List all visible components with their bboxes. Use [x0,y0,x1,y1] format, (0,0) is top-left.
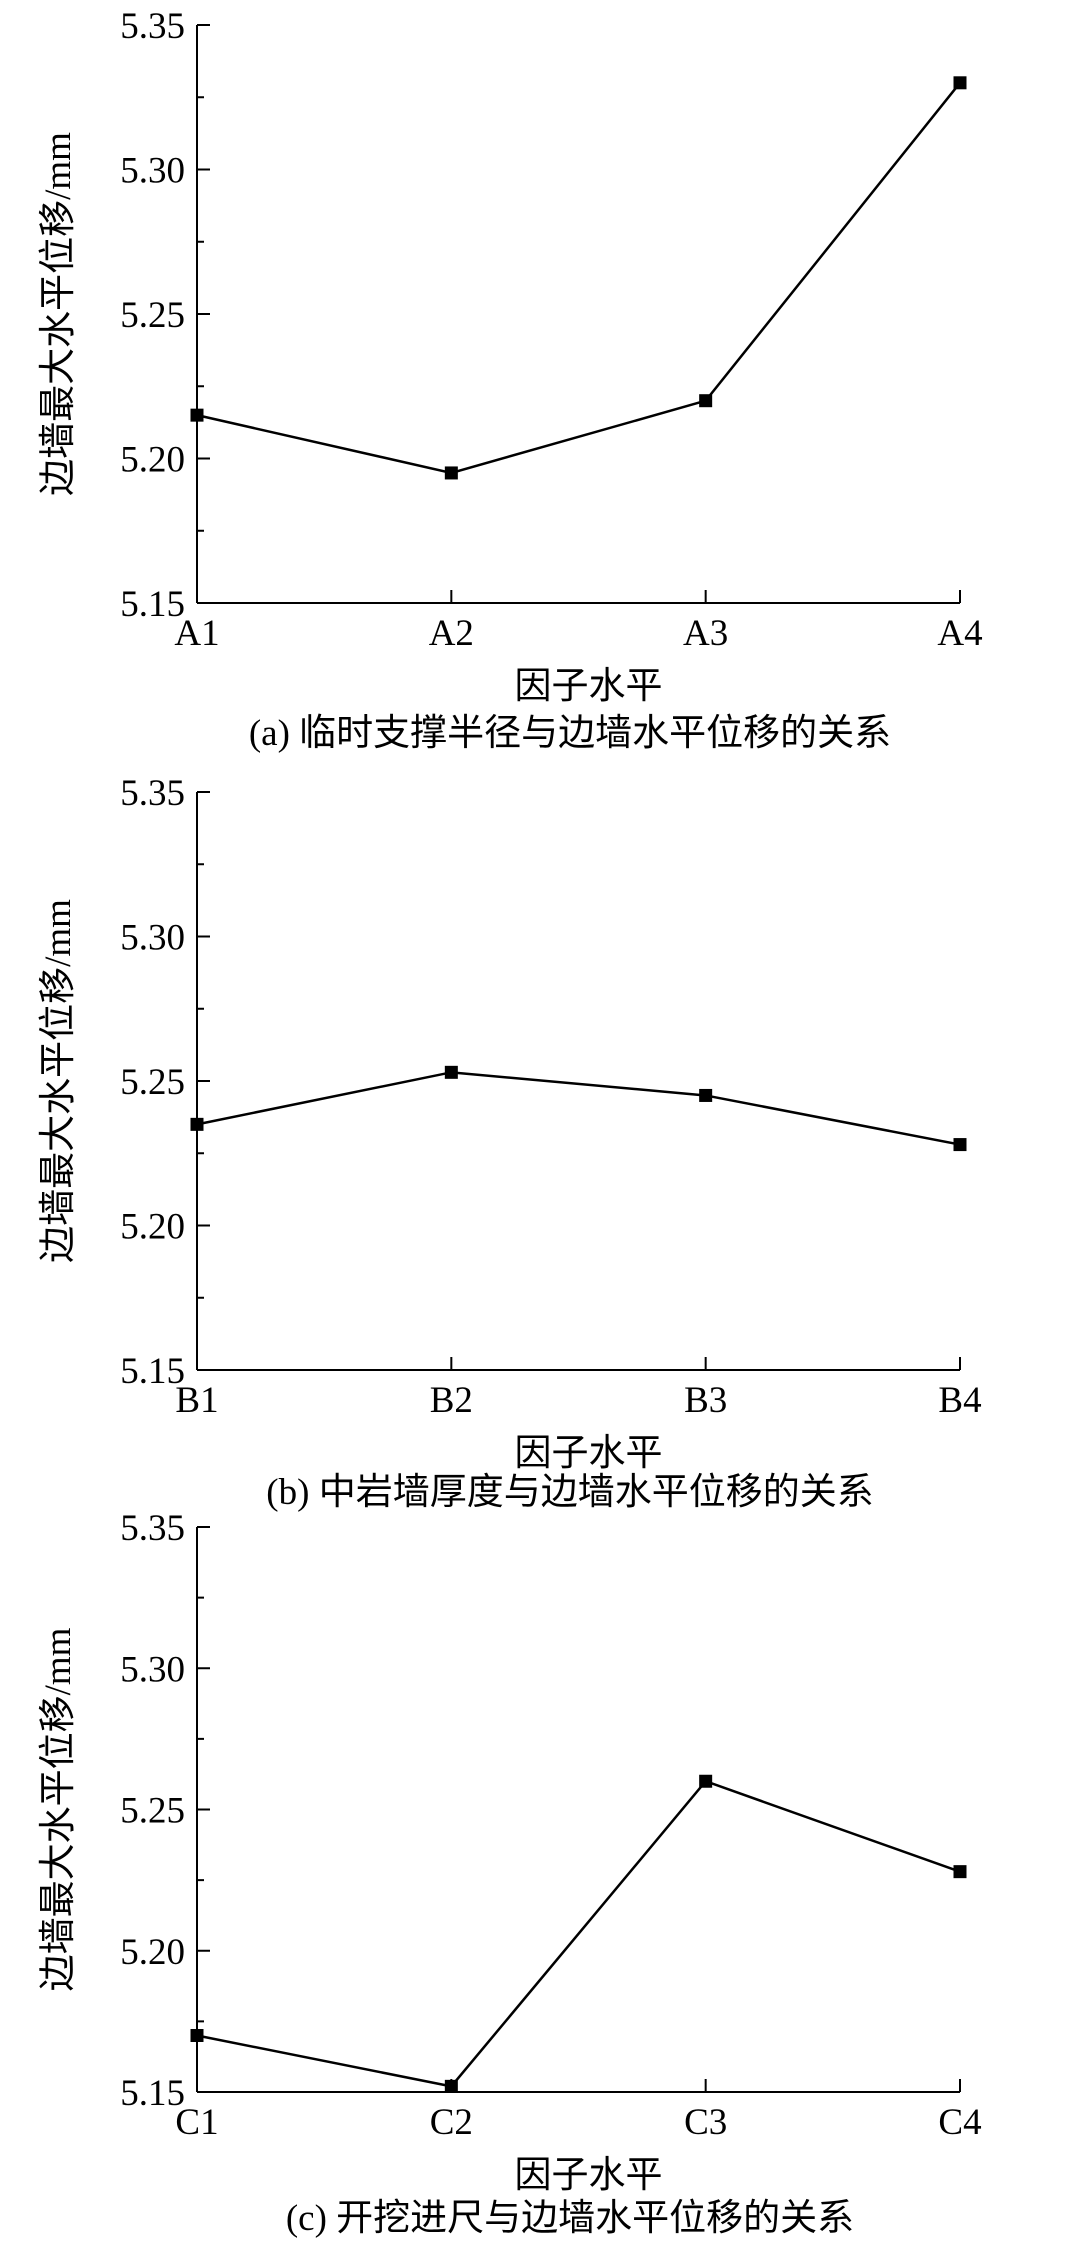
chart-panel-3: 5.15 5.20 5.25 5.30 5.35 C1 C2 C3 C4 因子水平 边墙最大水平位移… [37,1508,982,2239]
data-point [699,1088,713,1102]
x-tick-label: C2 [430,2102,473,2143]
x-axis-title: 因子水平 [515,666,663,707]
data-point [953,76,967,90]
figure-caption: (a) 临时支撑半径与边墙水平位移的关系 [249,712,891,754]
x-tick-label: C3 [684,2102,727,2143]
figure-caption: (b) 中岩墙厚度与边墙水平位移的关系 [266,1471,873,1513]
y-tick-label: 5.30 [120,151,185,192]
x-tick-label: B2 [430,1380,473,1421]
y-tick-label: 5.20 [120,1207,185,1248]
y-tick-label: 5.30 [120,918,185,959]
data-point [190,1117,204,1131]
chart-panel-2: 5.15 5.20 5.25 5.30 5.35 B1 B2 B3 B4 因子水平 边墙最大水平位移… [37,773,982,1513]
data-point [444,2079,458,2093]
data-point [190,2029,204,2042]
y-tick-label: 5.35 [120,6,185,47]
y-tick-label: 5.25 [120,1062,185,1103]
x-axis-title: 因子水平 [515,1433,663,1474]
x-tick-label: A4 [937,613,982,654]
x-tick-label: B4 [938,1380,981,1421]
data-point [699,394,713,408]
y-tick-label: 5.15 [120,1351,185,1392]
x-tick-label: C4 [938,2102,981,2143]
series-line [196,82,961,475]
y-tick-label: 5.15 [120,584,185,625]
x-tick-label: B3 [684,1380,727,1421]
data-point [699,1774,713,1788]
y-tick-label: 5.30 [120,1649,185,1690]
x-axis-title: 因子水平 [515,2155,663,2196]
y-axis-title: 边墙最大水平位移/mm [37,1627,79,1991]
data-point [953,1138,967,1152]
chart-panel-1: 5.15 5.20 5.25 5.30 5.35 A1 A2 A3 A4 因子水平 边墙最大水平位移… [37,6,983,754]
y-tick-label: 5.25 [120,295,185,336]
y-axis-title: 边墙最大水平位移/mm [37,132,79,496]
data-point [444,466,458,480]
x-tick-label: A1 [174,613,219,654]
y-tick-label: 5.15 [120,2073,185,2114]
y-tick-label: 5.35 [120,773,185,814]
x-tick-label: A3 [683,613,728,654]
series-line [196,1779,961,2088]
data-point [444,1065,458,1079]
figure-caption: (c) 开挖进尺与边墙水平位移的关系 [286,2197,854,2239]
y-axis-title: 边墙最大水平位移/mm [37,899,79,1263]
y-tick-label: 5.25 [120,1791,185,1832]
x-tick-label: B1 [175,1380,218,1421]
x-tick-label: C1 [175,2102,218,2143]
y-tick-label: 5.20 [120,1932,185,1973]
series-line [196,1071,961,1146]
y-tick-label: 5.35 [120,1508,185,1549]
x-tick-label: A2 [429,613,474,654]
data-point [190,408,204,422]
y-tick-label: 5.20 [120,440,185,481]
data-point [953,1865,967,1879]
